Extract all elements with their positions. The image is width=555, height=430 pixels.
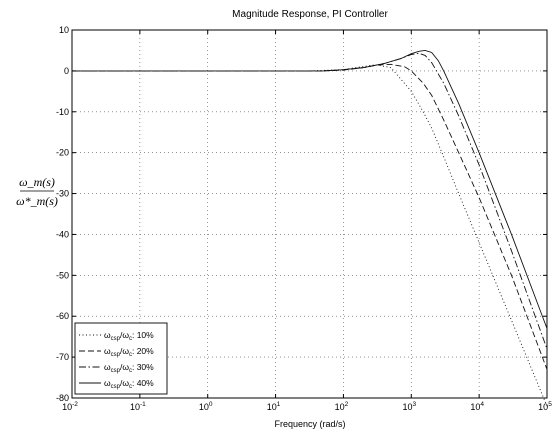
x-tick-label: 100 bbox=[199, 401, 213, 412]
legend-label-4: ωcsp/ωc: 40% bbox=[104, 378, 154, 390]
x-tick-label: 10-1 bbox=[130, 401, 146, 412]
legend-label-2: ωcsp/ωc: 20% bbox=[104, 346, 154, 358]
legend: ωcsp/ωc: 10% ωcsp/ωc: 20% ωcsp/ωc: 30% ωcsp… bbox=[74, 322, 168, 395]
y-tick-label: -20 bbox=[56, 148, 69, 158]
x-tick-label: 104 bbox=[470, 401, 484, 412]
series-lines bbox=[72, 49, 548, 407]
x-axis-ticks: 10-2 10-1 100 101 102 103 104 105 bbox=[62, 30, 552, 412]
y-tick-label: 0 bbox=[64, 66, 69, 76]
y-axis-label-numerator: ω_m(s) bbox=[19, 175, 55, 189]
y-tick-label: -70 bbox=[56, 352, 69, 362]
y-tick-label: -60 bbox=[56, 311, 69, 321]
x-tick-label: 102 bbox=[335, 401, 349, 412]
chart-title: Magnitude Response, PI Controller bbox=[232, 9, 388, 20]
y-tick-label: -40 bbox=[56, 229, 69, 239]
y-axis-ticks: 10 0 -10 -20 -30 -40 -50 -60 -70 -80 bbox=[56, 25, 547, 403]
plot-frame bbox=[71, 29, 548, 399]
legend-label-1: ωcsp/ωc: 10% bbox=[104, 330, 154, 342]
y-tick-label: -80 bbox=[56, 393, 69, 403]
y-tick-label: -50 bbox=[56, 270, 69, 280]
x-tick-label: 103 bbox=[402, 401, 416, 412]
y-axis-label-denominator: ω*_m(s) bbox=[16, 194, 58, 208]
x-axis-label: Frequency (rad/s) bbox=[274, 419, 345, 429]
y-axis-label: ω_m(s) ω*_m(s) bbox=[16, 175, 58, 208]
x-tick-label: 101 bbox=[267, 401, 281, 412]
x-tick-label: 10-2 bbox=[62, 401, 78, 412]
x-tick-label: 105 bbox=[538, 401, 552, 412]
legend-label-3: ωcsp/ωc: 30% bbox=[104, 362, 154, 374]
y-tick-label: 10 bbox=[59, 25, 69, 35]
y-tick-label: -30 bbox=[56, 189, 69, 199]
y-tick-label: -10 bbox=[56, 107, 69, 117]
series-line-4 bbox=[72, 49, 548, 329]
